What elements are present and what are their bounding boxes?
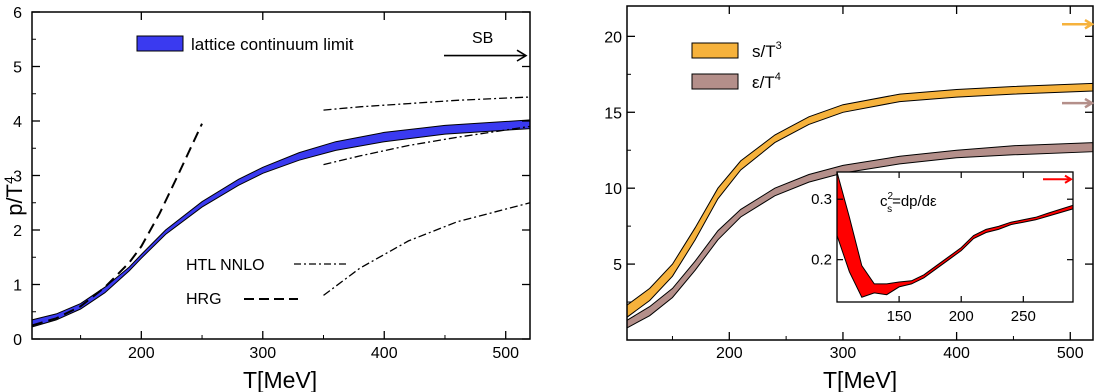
- legend-label-energy: ε/T4: [752, 71, 781, 92]
- left-y-tick-label: 3: [13, 169, 22, 186]
- htl-nnlo-curve-3: [323, 125, 531, 166]
- legend-label-lattice: lattice continuum limit: [191, 35, 354, 54]
- inset-background: [837, 172, 1073, 302]
- left-y-tick-label: 6: [13, 5, 22, 22]
- right-panel: 200 300 400 500 5 10 15 20 s/T3 ε/T4 150 200 250 0…: [604, 5, 1095, 392]
- right-x-tick-label: 300: [830, 345, 857, 362]
- inset-x-tick-label: 150: [887, 308, 912, 325]
- left-y-tick-label: 1: [13, 278, 22, 295]
- htl-nnlo-label: HTL NNLO: [186, 257, 265, 274]
- inset-sb-arrowhead: [1064, 174, 1073, 184]
- left-panel: 200 300 400 500 0 1 2 3 4 5 6 lattice continuum li…: [1, 5, 531, 392]
- right-x-tick-label: 400: [943, 345, 970, 362]
- inset-ticks-layer: 150 200 250 0.2 0.3: [811, 172, 1073, 325]
- htl-nnlo-curve-4: [323, 202, 531, 296]
- left-y-axis-label: p/T4: [1, 176, 27, 216]
- right-y-tick-label: 15: [604, 105, 622, 122]
- inset-x-tick-label: 250: [1011, 308, 1036, 325]
- sb-arrowhead-right-0: [1084, 18, 1095, 30]
- inset-y-tick-label: 0.2: [811, 252, 832, 269]
- left-x-tick-label: 400: [371, 345, 398, 362]
- htl-nnlo-curve-2: [323, 96, 531, 111]
- left-x-tick-label: 500: [492, 345, 519, 362]
- legend-label-entropy: s/T3: [752, 40, 782, 61]
- inset-plot: 150 200 250 0.2 0.3 c2 s=dp/dε: [811, 171, 1074, 325]
- right-y-tick-label: 20: [604, 29, 622, 46]
- left-y-tick-label: 5: [13, 60, 22, 77]
- lattice-band: [31, 119, 531, 328]
- right-y-tick-label: 5: [613, 257, 622, 274]
- sb-arrows-right: [1062, 18, 1095, 109]
- hrg-curve: [31, 123, 203, 327]
- lattice-band-layer: [31, 119, 531, 328]
- inset-sb-arrow: [1043, 174, 1073, 184]
- inset-y-tick-label: 0.3: [811, 191, 832, 208]
- legend-swatch-energy: [691, 73, 739, 90]
- hrg-label: HRG: [186, 291, 222, 308]
- left-x-axis-label: T[MeV]: [243, 367, 317, 392]
- left-ticks-layer: 200 300 400 500 0 1 2 3 4 5 6: [13, 5, 530, 362]
- legend-swatch-entropy: [691, 42, 739, 59]
- right-x-tick-label: 500: [1057, 345, 1084, 362]
- legend-swatch-lattice: [136, 35, 184, 52]
- inset-label: c2 s=dp/dε: [880, 191, 937, 215]
- sb-label: SB: [472, 30, 493, 47]
- right-x-tick-label: 200: [716, 345, 743, 362]
- reference-lines-layer: [31, 96, 531, 327]
- right-y-tick-label: 10: [604, 181, 622, 198]
- right-plot-frame: [626, 5, 1094, 341]
- sb-arrowhead-right-1: [1084, 97, 1095, 109]
- left-x-tick-label: 200: [128, 345, 155, 362]
- left-y-tick-label: 2: [13, 223, 22, 240]
- sb-arrowhead: [516, 49, 528, 62]
- right-x-axis-label: T[MeV]: [823, 367, 897, 392]
- left-y-tick-label: 4: [13, 114, 22, 131]
- left-y-tick-label: 0: [13, 332, 22, 349]
- right-ticks-layer: 200 300 400 500 5 10 15 20: [604, 6, 1093, 362]
- left-x-tick-label: 300: [249, 345, 276, 362]
- inset-frame: [836, 171, 1074, 303]
- inset-x-tick-label: 200: [949, 308, 974, 325]
